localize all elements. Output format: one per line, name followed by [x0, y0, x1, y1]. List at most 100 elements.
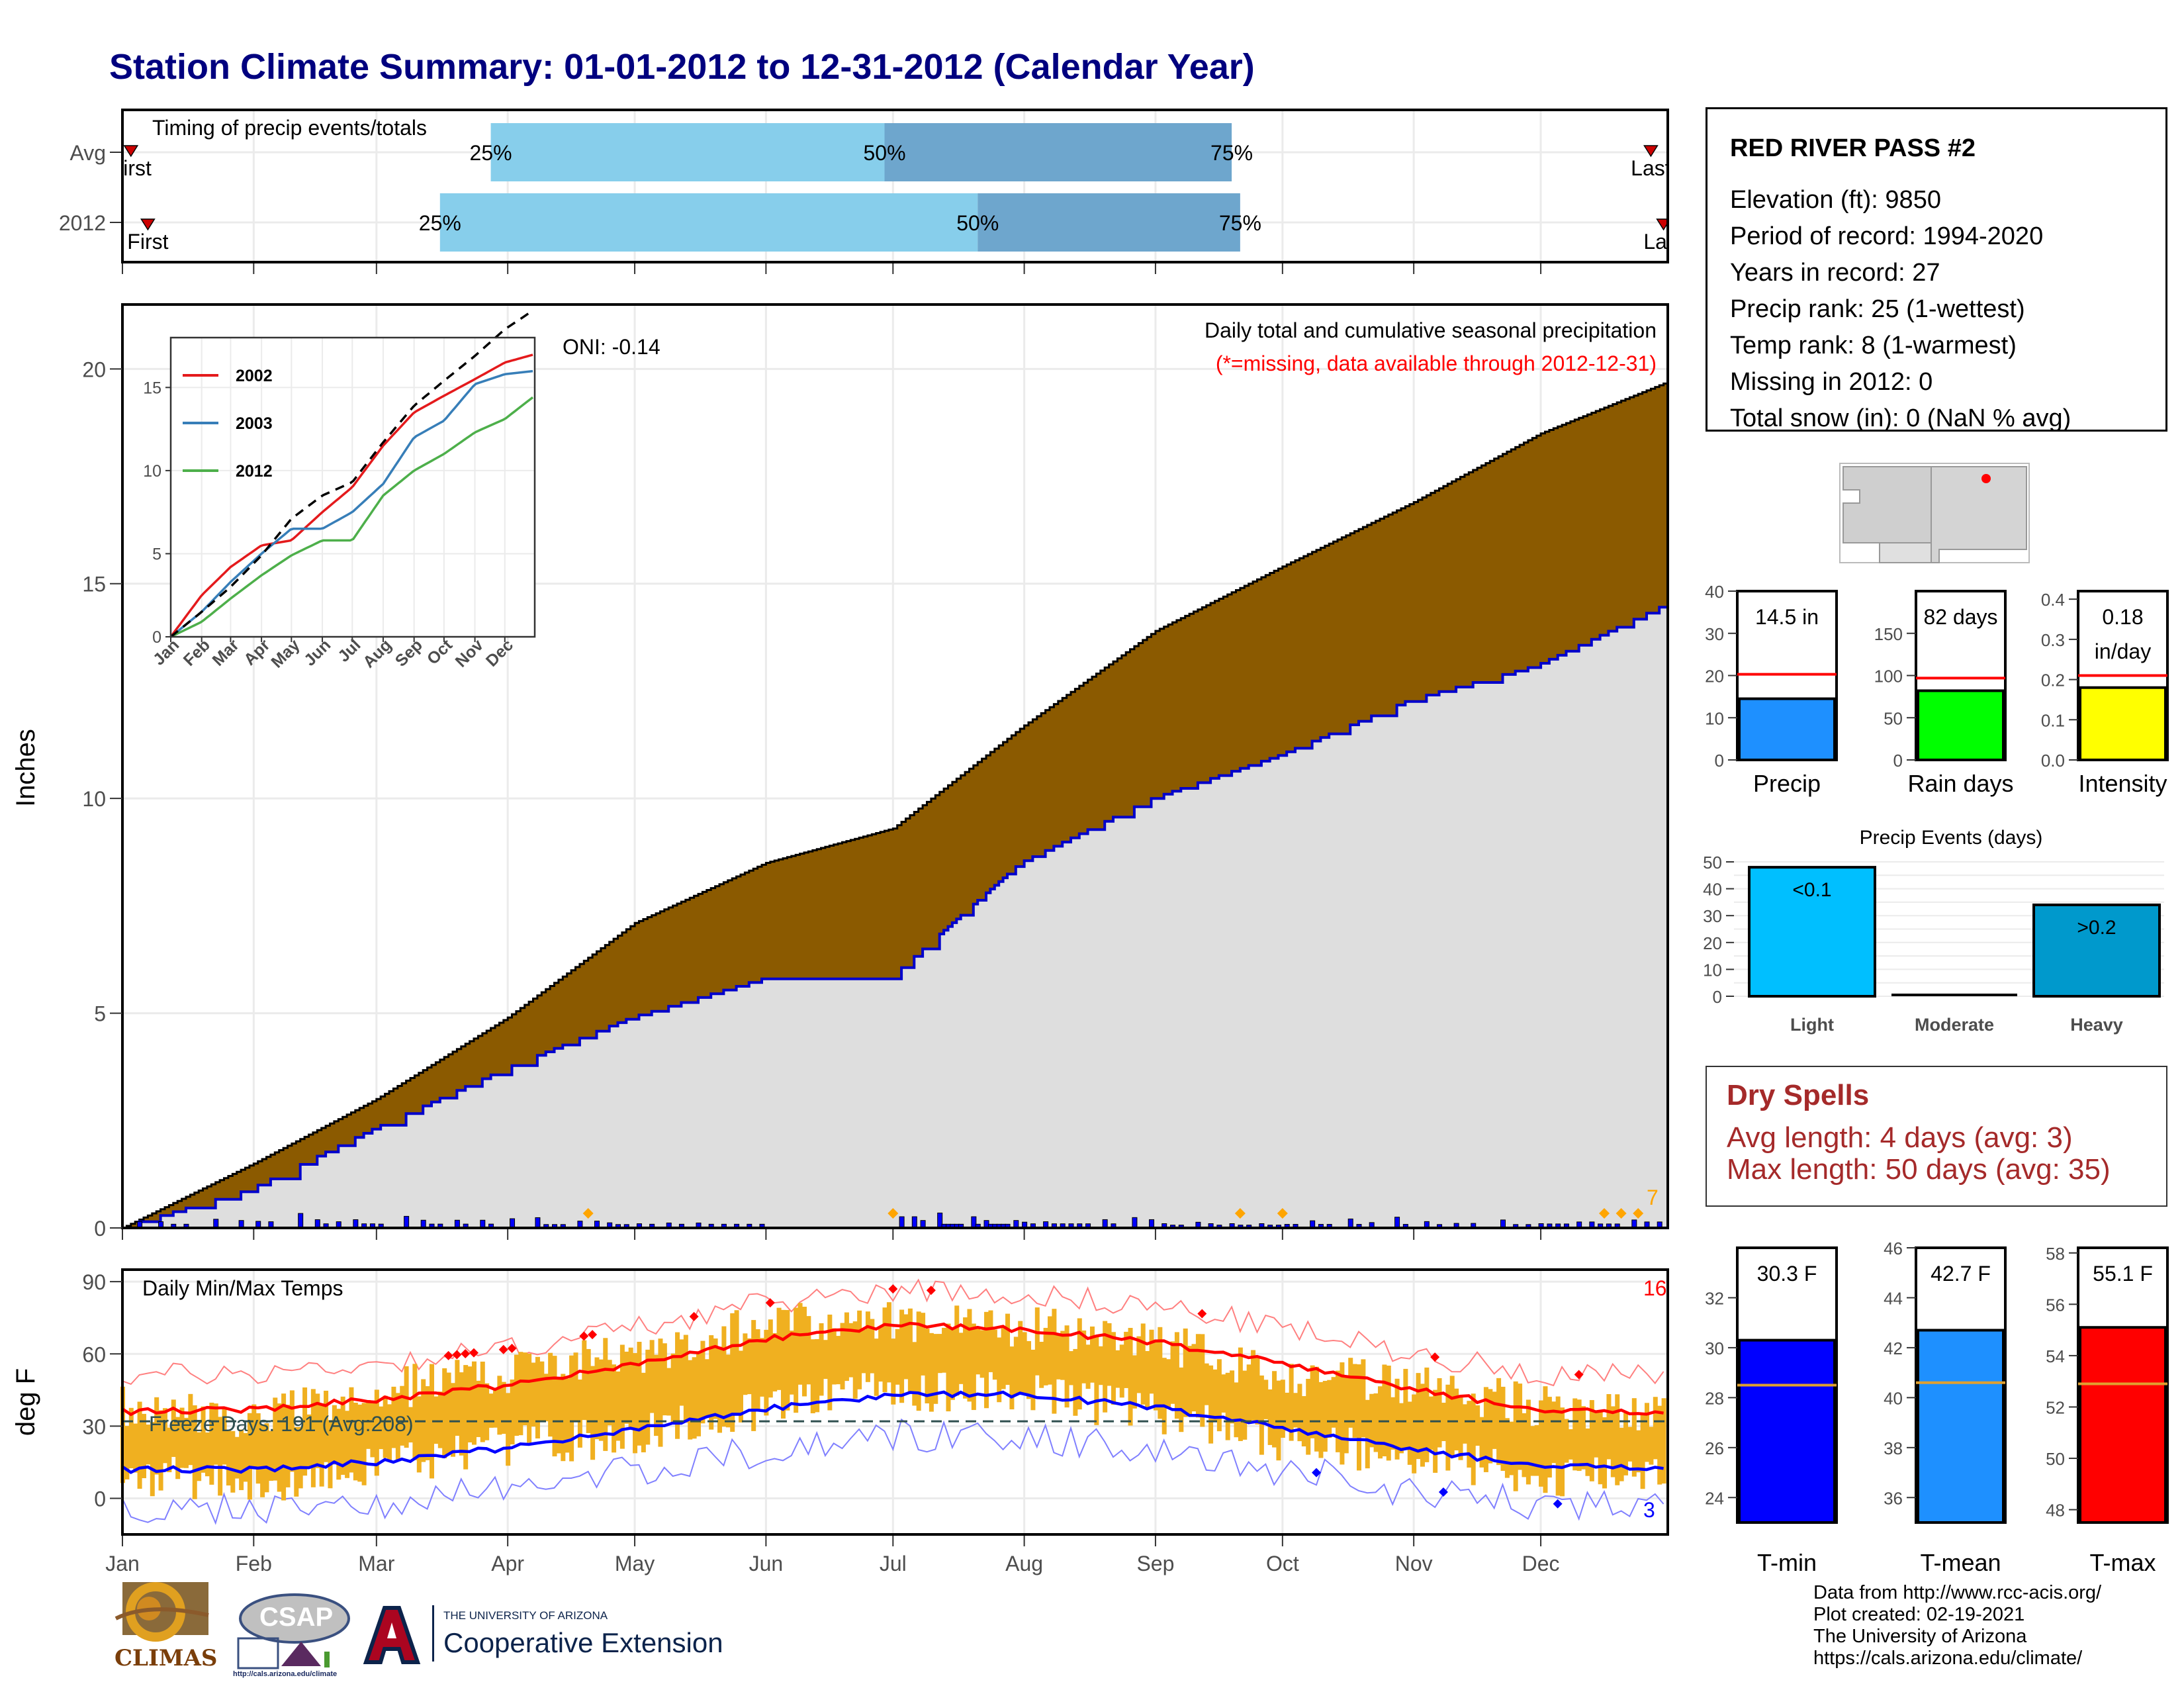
daily-temp-bar: [967, 1309, 972, 1402]
daily-temp-bar: [810, 1339, 815, 1413]
daily-temp-bar: [768, 1319, 773, 1398]
summary-ytick-label: 30: [1705, 624, 1724, 644]
daily-temp-bar: [531, 1362, 536, 1427]
daily-temp-bar: [535, 1356, 540, 1439]
daily-temp-bar: [1483, 1387, 1488, 1472]
daily-temp-bar: [852, 1321, 858, 1399]
daily-temp-bar: [1140, 1323, 1146, 1405]
daily-temp-bar: [552, 1356, 557, 1457]
daily-temp-bar: [133, 1423, 138, 1473]
daily-temp-bar: [1416, 1373, 1421, 1460]
years-text: Years in record: 27: [1730, 259, 1940, 287]
daily-temp-bar: [442, 1368, 447, 1458]
daily-temp-bar: [1479, 1417, 1484, 1468]
daily-temp-bar: [573, 1352, 578, 1422]
daily-temp-bar: [1022, 1332, 1027, 1394]
daily-temp-bar: [298, 1427, 303, 1489]
daily-temp-bar: [1119, 1344, 1124, 1398]
daily-temp-bar: [1170, 1341, 1175, 1404]
precip-events-title: Precip Events (days): [1860, 827, 2043, 849]
daily-temp-bar: [662, 1343, 667, 1416]
daily-temp-bar: [561, 1374, 566, 1462]
page-title: Station Climate Summary: 01-01-2012 to 1…: [109, 47, 1255, 87]
daily-temp-bar: [857, 1310, 862, 1389]
daily-temp-bar: [1272, 1371, 1277, 1448]
daily-precip-bar: [1132, 1217, 1138, 1229]
daily-temp-bar: [1128, 1327, 1133, 1426]
daily-temp-bar: [183, 1417, 189, 1468]
daily-temp-bar: [1068, 1351, 1073, 1385]
daily-temp-bar: [1191, 1344, 1197, 1412]
daily-temp-bar: [658, 1338, 663, 1447]
daily-temp-bar: [1522, 1413, 1527, 1477]
temp-border: [121, 1268, 1669, 1536]
daily-temp-bar: [1475, 1405, 1480, 1446]
daily-temp-bar: [1280, 1380, 1285, 1438]
summary-ytick-label: 48: [2046, 1501, 2065, 1521]
summary-bar-label: T-mean: [1920, 1549, 2001, 1576]
summary-value-text: 42.7 F: [1931, 1262, 1991, 1286]
daily-temp-bar: [1094, 1335, 1099, 1425]
daily-temp-bar: [907, 1308, 913, 1392]
timing-percent-label: 75%: [1219, 211, 1261, 235]
daily-temp-bar: [471, 1361, 477, 1445]
summary-ytick-label: 50: [2046, 1449, 2065, 1469]
daily-temp-bar: [1615, 1394, 1620, 1485]
daily-temp-bar: [1361, 1359, 1366, 1438]
daily-temp-bar: [543, 1374, 549, 1422]
summary-bar-label: Rain days: [1907, 770, 2013, 797]
daily-temp-bar: [916, 1311, 921, 1411]
record-high-marker: [689, 1311, 699, 1321]
precip-event-category: Moderate: [1915, 1015, 1994, 1035]
daily-temp-bar: [1619, 1427, 1624, 1481]
daily-temp-bar: [882, 1307, 887, 1393]
daily-temp-bar: [1052, 1309, 1057, 1414]
timing-percent-label: 50%: [956, 211, 999, 235]
daily-temp-bar: [294, 1427, 299, 1497]
precip-rank-text: Precip rank: 25 (1-wettest): [1730, 295, 2025, 323]
summary-bar-label: Intensity: [2078, 770, 2167, 797]
daily-temp-bar: [310, 1389, 316, 1487]
timing-panel: 25%50%75%FirstLastAvg25%50%75%FirstLast2…: [0, 109, 1688, 263]
summary-ytick-label: 38: [1884, 1438, 1903, 1458]
daily-temp-bar: [213, 1403, 218, 1465]
daily-temp-bar: [992, 1329, 997, 1380]
daily-temp-bar: [569, 1355, 574, 1462]
daily-temp-bar: [243, 1432, 248, 1482]
daily-temp-bar: [391, 1386, 396, 1448]
record-low-marker: [1312, 1468, 1322, 1477]
first-event-marker: [140, 218, 156, 231]
record-high-marker: [1574, 1370, 1584, 1380]
daily-temp-bar: [506, 1393, 511, 1466]
daily-temp-bar: [713, 1338, 718, 1419]
daily-temp-bar: [324, 1390, 329, 1462]
daily-temp-bar: [480, 1361, 485, 1442]
daily-temp-bar: [285, 1405, 291, 1487]
daily-temp-bar: [467, 1366, 473, 1443]
daily-temp-bar: [929, 1333, 934, 1412]
first-event-marker: [123, 145, 139, 158]
daily-temp-bar: [624, 1351, 629, 1424]
period-text: Period of record: 1994-2020: [1730, 222, 2044, 250]
daily-temp-bar: [725, 1354, 731, 1428]
daily-temp-bar: [205, 1432, 210, 1477]
oni-label: ONI: -0.14: [563, 335, 660, 359]
daily-temp-bar: [374, 1389, 379, 1476]
daily-temp-bar: [717, 1346, 723, 1433]
month-label: Aug: [1005, 1552, 1043, 1575]
daily-precip-bar: [911, 1216, 917, 1229]
daily-temp-bar: [709, 1335, 714, 1430]
daily-temp-bar: [1458, 1395, 1463, 1460]
summary-ytick-label: 54: [2046, 1346, 2065, 1366]
daily-temp-bar: [522, 1352, 527, 1426]
daily-temp-bar: [412, 1364, 418, 1460]
daily-temp-bar: [586, 1348, 591, 1433]
daily-temp-bar: [463, 1365, 469, 1470]
daily-temp-bar: [302, 1387, 308, 1476]
precip-border: [121, 303, 1669, 1229]
daily-temp-bar: [395, 1393, 400, 1460]
summary-bar-label: T-max: [2089, 1549, 2156, 1576]
month-label: Jun: [749, 1552, 784, 1575]
precip-events-ytick-label: 40: [1703, 880, 1722, 900]
daily-temp-bar: [273, 1397, 278, 1481]
